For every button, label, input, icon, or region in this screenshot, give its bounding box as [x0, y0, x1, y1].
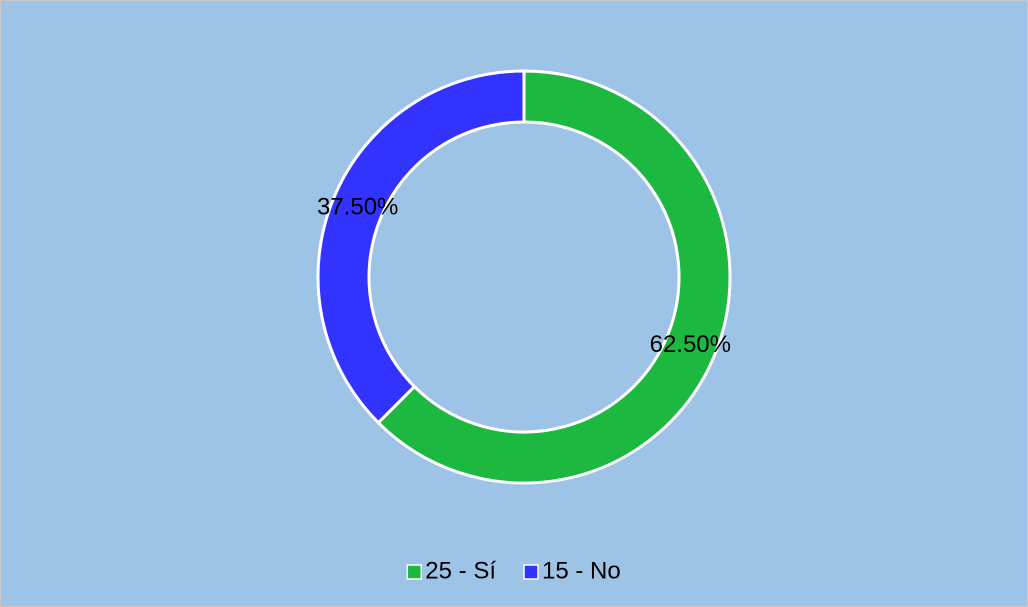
legend: 25 - Sí 15 - No [406, 557, 621, 584]
donut-segment [376, 69, 732, 485]
data-label: 37.50% [317, 193, 398, 220]
donut-segment [316, 69, 526, 425]
legend-swatch [406, 564, 423, 580]
legend-label: 15 - No [542, 557, 621, 584]
data-label: 62.50% [650, 331, 731, 358]
legend-swatch [523, 564, 539, 580]
legend-label: 25 - Sí [425, 557, 496, 584]
